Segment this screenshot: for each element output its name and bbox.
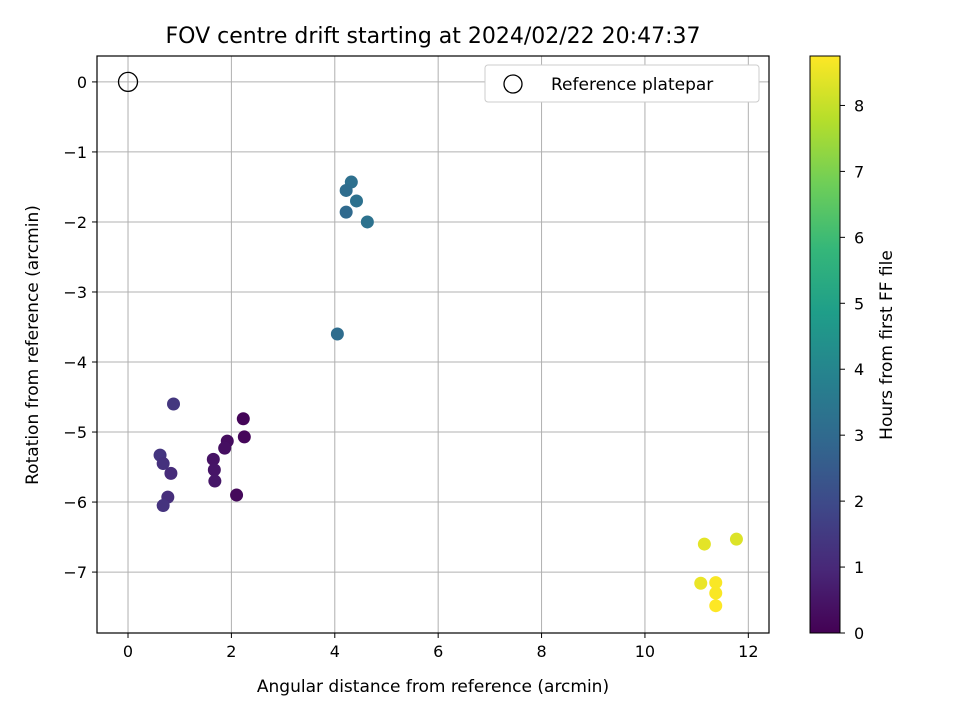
x-axis-label: Angular distance from reference (arcmin)	[257, 677, 609, 697]
data-point	[709, 586, 723, 600]
data-point	[230, 488, 244, 502]
legend-marker-open-circle	[503, 74, 523, 94]
data-point	[208, 474, 222, 488]
colorbar-tick-label: 6	[854, 228, 864, 247]
y-tick-label: −3	[63, 283, 87, 302]
y-axis-label: Rotation from reference (arcmin)	[23, 205, 43, 485]
data-point	[339, 183, 353, 197]
data-point	[207, 463, 221, 477]
colorbar-tick-label: 8	[854, 96, 864, 115]
plot-area-frame	[96, 55, 770, 634]
legend-label: Reference platepar	[551, 75, 713, 95]
data-point	[709, 576, 723, 590]
data-point	[360, 215, 374, 229]
x-tick-label: 10	[635, 642, 655, 661]
data-point	[349, 194, 363, 208]
data-point	[697, 537, 711, 551]
data-point	[339, 205, 353, 219]
y-axis-ticks: 0 −1 −2 −3 −4 −5 −6 −7	[63, 73, 97, 582]
colorbar-tick-label: 7	[854, 162, 864, 181]
colorbar-label: Hours from first FF file	[877, 250, 897, 440]
x-axis-ticks: 0 2 4 6 8 10 12	[123, 633, 759, 661]
x-tick-label: 0	[123, 642, 133, 661]
reference-platepar-marker	[117, 71, 139, 93]
data-point	[206, 452, 220, 466]
data-point	[709, 599, 723, 613]
data-point	[156, 499, 170, 513]
legend-box	[484, 64, 760, 103]
data-point	[330, 327, 344, 341]
y-tick-label: −6	[63, 493, 87, 512]
x-tick-label: 6	[433, 642, 443, 661]
data-point	[694, 576, 708, 590]
chart-title: FOV centre drift starting at 2024/02/22 …	[166, 24, 701, 49]
y-tick-label: −2	[63, 213, 87, 232]
colorbar-ticks: 0 1 2 3 4 5 6 7 8	[840, 96, 864, 643]
y-tick-label: −7	[63, 563, 87, 582]
x-tick-label: 12	[738, 642, 758, 661]
data-point	[218, 441, 232, 455]
x-tick-label: 4	[330, 642, 340, 661]
data-point	[164, 466, 178, 480]
y-tick-label: −1	[63, 143, 87, 162]
data-point	[167, 397, 181, 411]
y-tick-label: 0	[77, 73, 87, 92]
colorbar-tick-label: 4	[854, 360, 864, 379]
data-point	[156, 457, 170, 471]
colorbar-tick-label: 2	[854, 492, 864, 511]
data-point	[729, 532, 743, 546]
x-tick-label: 2	[226, 642, 236, 661]
colorbar	[809, 55, 841, 634]
y-tick-label: −4	[63, 353, 87, 372]
x-tick-label: 8	[536, 642, 546, 661]
colorbar-tick-label: 1	[854, 558, 864, 577]
legend: Reference platepar	[484, 64, 760, 103]
data-point	[237, 430, 251, 444]
y-tick-label: −5	[63, 423, 87, 442]
data-points	[153, 175, 743, 613]
colorbar-tick-label: 0	[854, 624, 864, 643]
reference-marker	[117, 71, 139, 93]
grid-lines	[97, 56, 769, 633]
colorbar-tick-label: 3	[854, 426, 864, 445]
data-point	[236, 412, 250, 426]
colorbar-tick-label: 5	[854, 294, 864, 313]
